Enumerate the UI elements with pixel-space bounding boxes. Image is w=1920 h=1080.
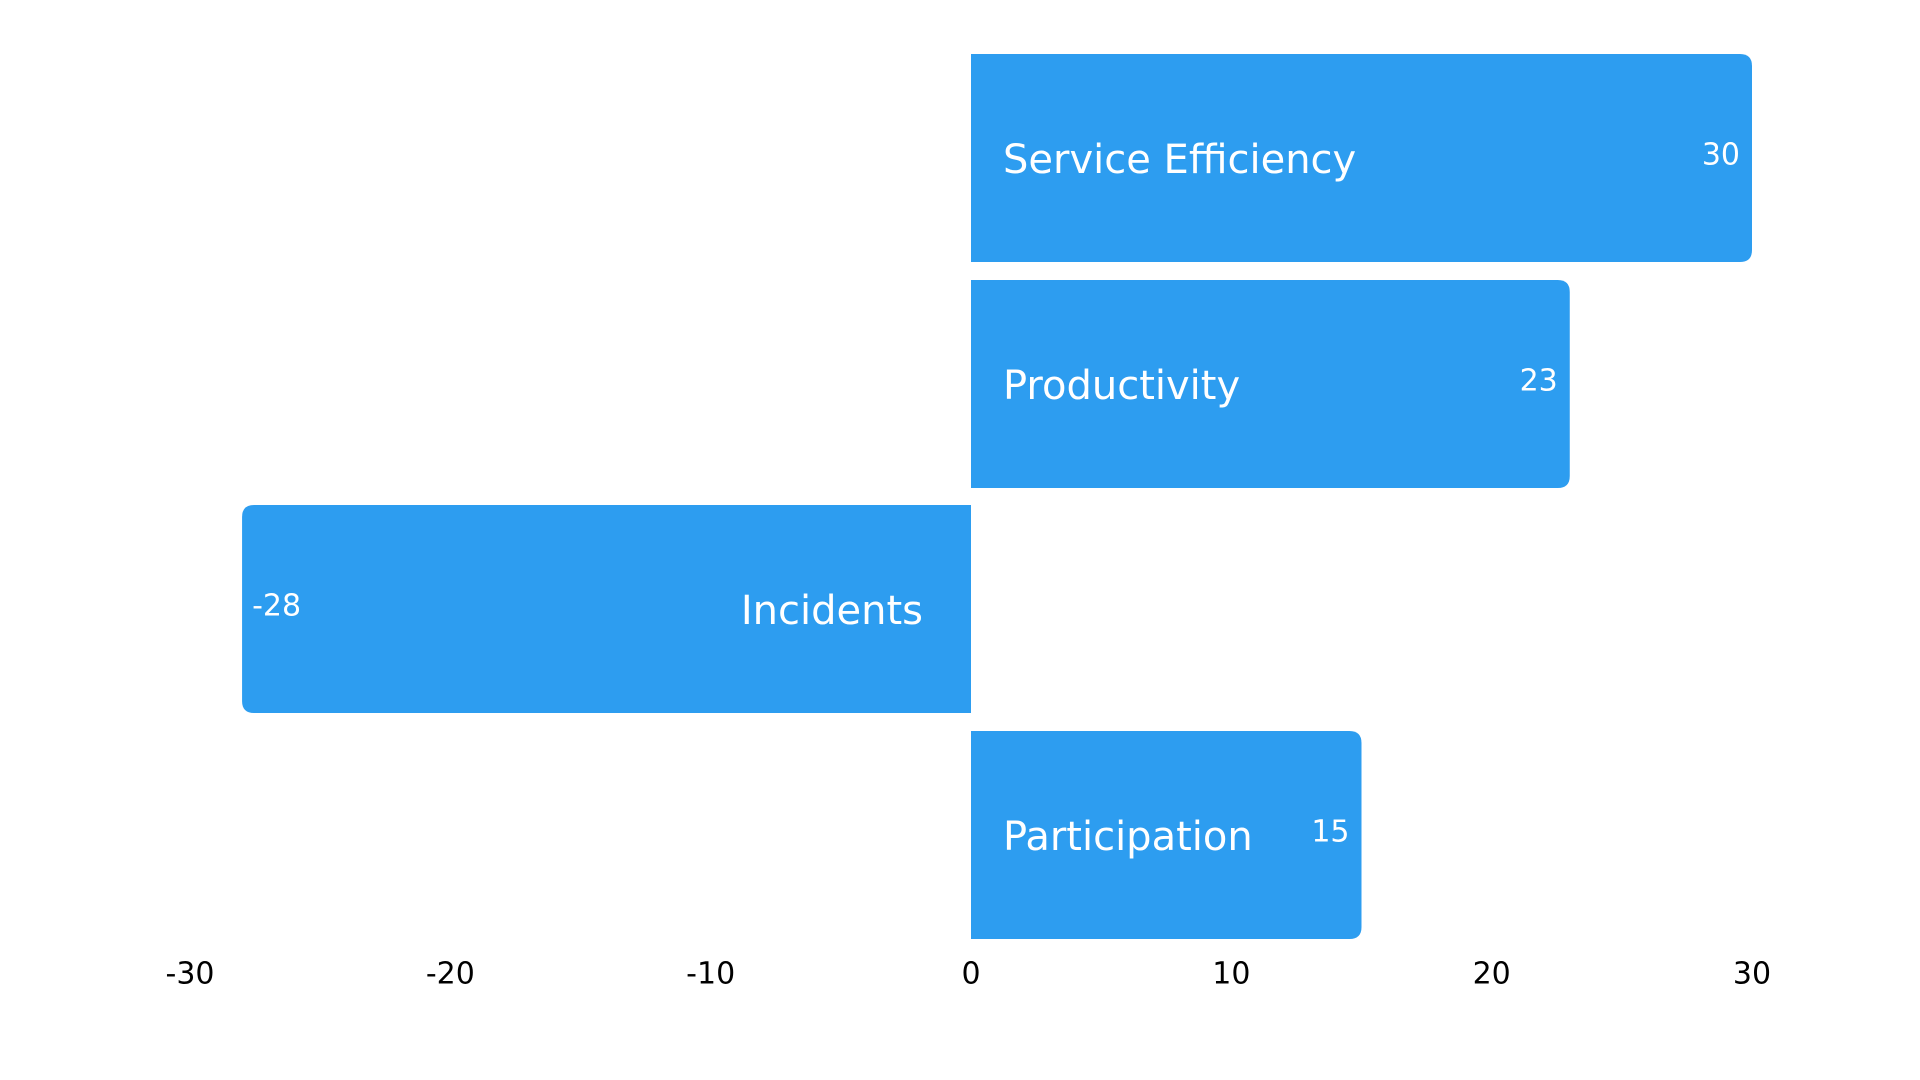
bar-group-productivity: Productivity 23 xyxy=(971,280,1570,488)
bar-service-efficiency xyxy=(971,54,1752,262)
bar-value-label: -28 xyxy=(252,589,301,624)
bar-group-incidents: Incidents -28 xyxy=(242,505,972,713)
bar-category-label: Productivity xyxy=(1003,363,1240,409)
x-tick-label: -30 xyxy=(166,957,215,992)
bar-group-participation: Participation 15 xyxy=(971,731,1362,939)
bars-layer: Service Efficiency 30 Productivity 23 Incide… xyxy=(242,54,1752,939)
bar-participation xyxy=(971,731,1362,939)
x-tick-label: 20 xyxy=(1473,957,1511,992)
bar-category-label: Incidents xyxy=(741,588,923,634)
bar-incidents xyxy=(242,505,972,713)
bar-value-label: 23 xyxy=(1520,364,1558,399)
bar-value-label: 15 xyxy=(1311,815,1349,850)
x-tick-label: 10 xyxy=(1212,957,1250,992)
x-tick-label: -20 xyxy=(426,957,475,992)
bar-productivity xyxy=(971,280,1570,488)
bar-group-service-efficiency: Service Efficiency 30 xyxy=(971,54,1752,262)
x-tick-label: -10 xyxy=(686,957,735,992)
bar-category-label: Participation xyxy=(1003,814,1253,860)
bar-category-label: Service Efficiency xyxy=(1003,137,1356,183)
bar-value-label: 30 xyxy=(1702,138,1740,173)
x-tick-label: 0 xyxy=(961,957,980,992)
x-tick-label: 30 xyxy=(1733,957,1771,992)
x-axis-ticks: -30 -20 -10 0 10 20 30 xyxy=(166,957,1772,992)
